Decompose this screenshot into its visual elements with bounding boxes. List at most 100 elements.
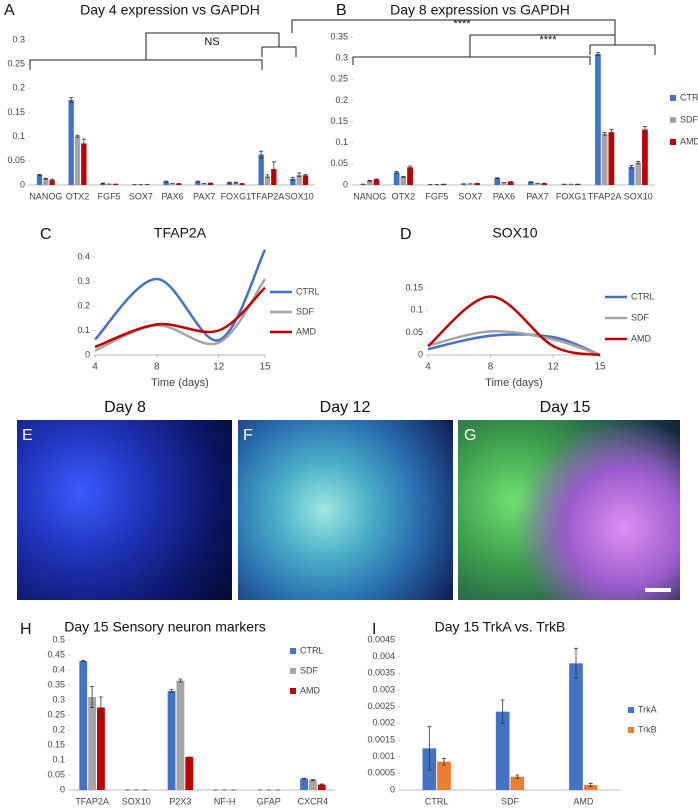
error-bar — [427, 726, 432, 771]
x-tick-label: NANOG — [29, 191, 62, 201]
micrograph — [17, 420, 232, 600]
bar — [176, 680, 185, 790]
bar — [176, 183, 182, 185]
x-tick-label: GFAP — [257, 796, 281, 806]
y-tick-label: 0.35 — [47, 679, 65, 689]
legend-label: CTRL — [680, 92, 698, 102]
x-tick-label: P2X3 — [169, 796, 191, 806]
error-bar — [69, 97, 74, 103]
bar — [407, 167, 413, 185]
error-bar — [90, 686, 95, 708]
y-tick-label: 0.5 — [52, 634, 65, 644]
legend-swatch — [290, 648, 296, 654]
legend-label: TrkB — [638, 724, 657, 734]
bar — [239, 183, 245, 185]
error-bar — [595, 52, 600, 56]
bar — [97, 707, 105, 790]
image-title: Day 15 — [540, 399, 591, 416]
bar — [79, 661, 88, 790]
significance-bracket — [352, 34, 656, 65]
y-tick-label: 0.3 — [12, 34, 25, 44]
error-bar — [43, 177, 48, 180]
x-tick-label: SOX7 — [129, 191, 153, 201]
bar — [302, 175, 309, 185]
y-tick-label: 0.1 — [410, 305, 423, 315]
bar — [360, 184, 366, 185]
bar — [595, 53, 601, 185]
error-bar — [408, 165, 413, 169]
panel-label: D — [400, 226, 412, 243]
error-bar — [37, 173, 42, 176]
bar — [601, 133, 608, 185]
bar — [569, 663, 583, 790]
chart-title: TFAP2A — [154, 225, 207, 241]
bar — [628, 166, 635, 185]
error-bar — [227, 181, 232, 184]
bar — [195, 181, 201, 185]
x-tick-label: FOXG1 — [221, 191, 252, 201]
bar — [400, 176, 407, 185]
y-tick-label: 0.15 — [405, 282, 423, 292]
x-tick-label: SOX10 — [285, 191, 314, 201]
error-bar — [81, 660, 86, 662]
significance-bracket — [291, 19, 616, 35]
x-tick-label: 15 — [594, 362, 606, 373]
x-tick-label: SOX7 — [458, 191, 482, 201]
bar — [233, 182, 239, 185]
bar — [169, 183, 176, 185]
bar — [106, 184, 112, 185]
y-tick-label: 0 — [343, 179, 348, 189]
y-tick-label: 0 — [390, 784, 395, 794]
bar — [583, 785, 598, 790]
error-bar — [98, 696, 103, 719]
legend-label: AMD — [296, 326, 317, 336]
bar — [642, 129, 648, 185]
bar — [467, 183, 474, 185]
y-tick-label: 0.25 — [330, 74, 348, 84]
bar — [163, 181, 169, 185]
y-tick-label: 0 — [20, 179, 25, 189]
y-tick-label: 0.001 — [372, 751, 395, 761]
error-bar — [636, 160, 641, 165]
bar — [568, 184, 574, 185]
bar — [112, 184, 119, 185]
y-tick-label: 0.3 — [335, 53, 348, 63]
bar — [43, 178, 49, 185]
y-tick-label: 0.15 — [330, 116, 348, 126]
error-bar — [297, 172, 302, 178]
significance-bracket — [29, 32, 297, 70]
error-bar — [100, 182, 105, 185]
error-bar — [75, 134, 80, 138]
legend-swatch — [670, 95, 676, 101]
x-tick-label: PAX7 — [193, 191, 215, 201]
annotation: **** — [539, 34, 557, 46]
error-bar — [588, 782, 593, 788]
legend-label: CTRL — [296, 286, 320, 296]
bar — [300, 778, 308, 790]
legend-label: CTRL — [300, 645, 324, 655]
chart-title: Day 8 expression vs GAPDH — [390, 2, 570, 18]
bar — [460, 183, 467, 185]
scale-bar — [645, 588, 671, 592]
y-tick-label: 0.0035 — [367, 668, 395, 678]
legend-swatch — [670, 117, 676, 123]
y-tick-label: 0.25 — [47, 709, 65, 719]
bar — [271, 169, 277, 185]
x-tick-label: PAX7 — [526, 191, 548, 201]
bar — [309, 780, 317, 790]
bar — [437, 761, 451, 790]
y-tick-label: 0.1 — [12, 131, 25, 141]
y-tick-label: 0.2 — [52, 724, 65, 734]
legend-swatch — [290, 688, 296, 694]
line — [427, 329, 601, 357]
micrograph — [458, 420, 680, 600]
y-tick-label: 0.003 — [372, 684, 395, 694]
y-tick-label: 0.05 — [47, 769, 65, 779]
bar — [541, 183, 548, 185]
x-tick-label: FGF5 — [98, 191, 121, 201]
legend-swatch — [670, 139, 676, 145]
error-bar — [271, 161, 276, 177]
x-tick-label: 4 — [425, 362, 431, 373]
bar — [201, 183, 207, 185]
error-bar — [195, 180, 200, 183]
